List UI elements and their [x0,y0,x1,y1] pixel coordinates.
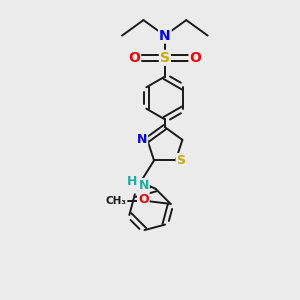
Text: CH₃: CH₃ [106,196,127,206]
Text: O: O [190,51,201,65]
Text: N: N [137,133,147,146]
Text: N: N [159,28,171,43]
Text: N: N [138,179,149,192]
Text: S: S [160,51,170,65]
Text: O: O [138,193,148,206]
Text: S: S [176,154,185,167]
Text: O: O [128,51,140,65]
Text: H: H [127,175,137,188]
